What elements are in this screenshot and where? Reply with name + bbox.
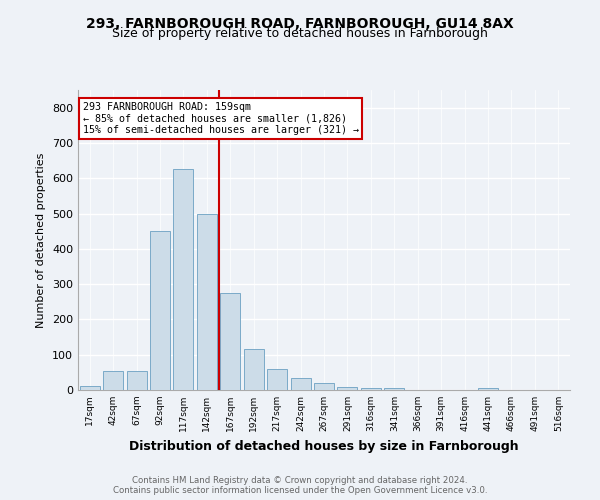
Text: Size of property relative to detached houses in Farnborough: Size of property relative to detached ho… bbox=[112, 28, 488, 40]
Bar bbox=[220, 293, 240, 390]
Bar bbox=[337, 387, 358, 390]
Bar bbox=[314, 383, 334, 390]
Bar bbox=[267, 369, 287, 390]
Bar bbox=[197, 214, 217, 390]
Bar bbox=[361, 388, 381, 390]
Bar bbox=[385, 388, 404, 390]
Bar bbox=[244, 350, 263, 390]
Bar bbox=[80, 386, 100, 390]
Bar bbox=[103, 370, 123, 390]
Bar bbox=[290, 378, 311, 390]
Text: 293 FARNBOROUGH ROAD: 159sqm
← 85% of detached houses are smaller (1,826)
15% of: 293 FARNBOROUGH ROAD: 159sqm ← 85% of de… bbox=[83, 102, 359, 135]
Bar bbox=[150, 231, 170, 390]
Text: 293, FARNBOROUGH ROAD, FARNBOROUGH, GU14 8AX: 293, FARNBOROUGH ROAD, FARNBOROUGH, GU14… bbox=[86, 18, 514, 32]
Y-axis label: Number of detached properties: Number of detached properties bbox=[37, 152, 46, 328]
Bar bbox=[478, 388, 498, 390]
Bar bbox=[173, 170, 193, 390]
X-axis label: Distribution of detached houses by size in Farnborough: Distribution of detached houses by size … bbox=[129, 440, 519, 452]
Bar bbox=[127, 370, 146, 390]
Text: Contains HM Land Registry data © Crown copyright and database right 2024.
Contai: Contains HM Land Registry data © Crown c… bbox=[113, 476, 487, 495]
